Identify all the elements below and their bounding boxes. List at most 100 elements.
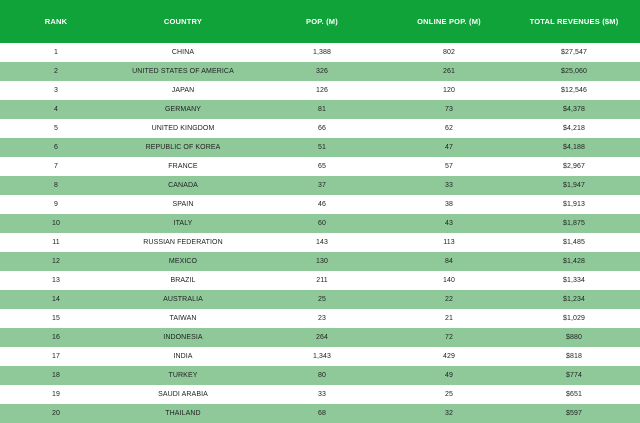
cell-total-revenues: $1,875 xyxy=(562,220,585,227)
cell-country: UNITED KINGDOM xyxy=(151,125,215,132)
cell-population: 25 xyxy=(318,296,326,303)
cell-total-revenues: $27,547 xyxy=(560,49,587,56)
cell-country: JAPAN xyxy=(171,87,195,94)
cell-total-revenues: $774 xyxy=(566,372,582,379)
cell-country: SPAIN xyxy=(172,201,194,208)
header-total-revenues[interactable]: TOTAL REVENUES ($M) xyxy=(529,17,619,26)
cell-country: REPUBLIC OF KOREA xyxy=(145,144,221,151)
cell-online-population: 21 xyxy=(445,315,453,322)
table-row: 14 AUSTRALIA 25 22 $1,234 xyxy=(0,290,640,309)
cell-rank: 11 xyxy=(52,239,60,246)
cell-country: UNITED STATES OF AMERICA xyxy=(132,68,234,75)
cell-population: 80 xyxy=(318,372,326,379)
cell-country: CANADA xyxy=(168,182,198,189)
table-row: 9 SPAIN 46 38 $1,913 xyxy=(0,195,640,214)
cell-population: 1,343 xyxy=(312,353,332,360)
cell-rank: 5 xyxy=(54,125,58,132)
cell-rank: 10 xyxy=(52,220,60,227)
cell-online-population: 802 xyxy=(443,49,455,56)
cell-online-population: 62 xyxy=(445,125,453,132)
table-row: 17 INDIA 1,343 429 $818 xyxy=(0,347,640,366)
header-country[interactable]: COUNTRY xyxy=(163,17,203,26)
cell-population: 46 xyxy=(318,201,326,208)
cell-population: 143 xyxy=(316,239,328,246)
cell-rank: 13 xyxy=(52,277,60,284)
table-row: 3 JAPAN 126 120 $12,546 xyxy=(0,81,640,100)
cell-rank: 1 xyxy=(54,49,58,56)
table-row: 20 THAILAND 68 32 $597 xyxy=(0,404,640,423)
table-row: 5 UNITED KINGDOM 66 62 $4,218 xyxy=(0,119,640,138)
cell-country: RUSSIAN FEDERATION xyxy=(143,239,223,246)
cell-online-population: 22 xyxy=(445,296,453,303)
header-rank[interactable]: RANK xyxy=(44,17,68,26)
cell-rank: 12 xyxy=(52,258,60,265)
cell-online-population: 140 xyxy=(443,277,455,284)
cell-population: 37 xyxy=(318,182,326,189)
cell-online-population: 73 xyxy=(445,106,453,113)
header-population[interactable]: POP. (M) xyxy=(306,17,338,26)
table-row: 8 CANADA 37 33 $1,947 xyxy=(0,176,640,195)
cell-country: INDIA xyxy=(173,353,193,360)
header-online-population[interactable]: ONLINE POP. (M) xyxy=(417,17,481,26)
cell-rank: 15 xyxy=(52,315,60,322)
cell-country: ITALY xyxy=(173,220,193,227)
cell-online-population: 25 xyxy=(445,391,453,398)
cell-country: THAILAND xyxy=(165,410,201,417)
cell-online-population: 38 xyxy=(445,201,453,208)
cell-total-revenues: $1,428 xyxy=(562,258,585,265)
cell-country: GERMANY xyxy=(164,106,202,113)
cell-country: MEXICO xyxy=(168,258,198,265)
cell-total-revenues: $651 xyxy=(566,391,582,398)
cell-country: SAUDI ARABIA xyxy=(158,391,208,398)
cell-total-revenues: $12,546 xyxy=(560,87,587,94)
cell-total-revenues: $4,188 xyxy=(562,144,585,151)
cell-online-population: 113 xyxy=(443,239,455,246)
cell-country: TURKEY xyxy=(168,372,198,379)
table-row: 11 RUSSIAN FEDERATION 143 113 $1,485 xyxy=(0,233,640,252)
cell-online-population: 32 xyxy=(445,410,453,417)
cell-online-population: 57 xyxy=(445,163,453,170)
cell-population: 126 xyxy=(316,87,328,94)
cell-population: 81 xyxy=(318,106,326,113)
cell-online-population: 33 xyxy=(445,182,453,189)
cell-rank: 17 xyxy=(52,353,60,360)
table-row: 15 TAIWAN 23 21 $1,029 xyxy=(0,309,640,328)
cell-total-revenues: $597 xyxy=(566,410,582,417)
cell-online-population: 84 xyxy=(445,258,453,265)
table-row: 6 REPUBLIC OF KOREA 51 47 $4,188 xyxy=(0,138,640,157)
table-row: 7 FRANCE 65 57 $2,967 xyxy=(0,157,640,176)
cell-population: 1,388 xyxy=(312,49,332,56)
cell-online-population: 120 xyxy=(443,87,455,94)
table-row: 2 UNITED STATES OF AMERICA 326 261 $25,060 xyxy=(0,62,640,81)
cell-online-population: 429 xyxy=(443,353,455,360)
table-body: 1 CHINA 1,388 802 $27,547 2 UNITED STATES OF A… xyxy=(0,43,640,423)
cell-population: 211 xyxy=(316,277,328,284)
cell-population: 326 xyxy=(316,68,328,75)
cell-country: BRAZIL xyxy=(170,277,196,284)
cell-total-revenues: $1,485 xyxy=(562,239,585,246)
cell-total-revenues: $1,913 xyxy=(562,201,585,208)
cell-rank: 6 xyxy=(54,144,58,151)
table-row: 16 INDONESIA 264 72 $880 xyxy=(0,328,640,347)
cell-country: CHINA xyxy=(171,49,195,56)
cell-population: 66 xyxy=(318,125,326,132)
cell-rank: 3 xyxy=(54,87,58,94)
cell-rank: 20 xyxy=(52,410,60,417)
cell-rank: 4 xyxy=(54,106,58,113)
cell-population: 60 xyxy=(318,220,326,227)
cell-population: 264 xyxy=(316,334,328,341)
cell-total-revenues: $1,234 xyxy=(562,296,585,303)
cell-population: 65 xyxy=(318,163,326,170)
cell-country: TAIWAN xyxy=(169,315,197,322)
cell-online-population: 49 xyxy=(445,372,453,379)
cell-rank: 7 xyxy=(54,163,58,170)
cell-total-revenues: $1,029 xyxy=(562,315,585,322)
table-row: 12 MEXICO 130 84 $1,428 xyxy=(0,252,640,271)
cell-online-population: 47 xyxy=(445,144,453,151)
cell-country: FRANCE xyxy=(168,163,198,170)
table-row: 13 BRAZIL 211 140 $1,334 xyxy=(0,271,640,290)
cell-total-revenues: $818 xyxy=(566,353,582,360)
cell-rank: 18 xyxy=(52,372,60,379)
